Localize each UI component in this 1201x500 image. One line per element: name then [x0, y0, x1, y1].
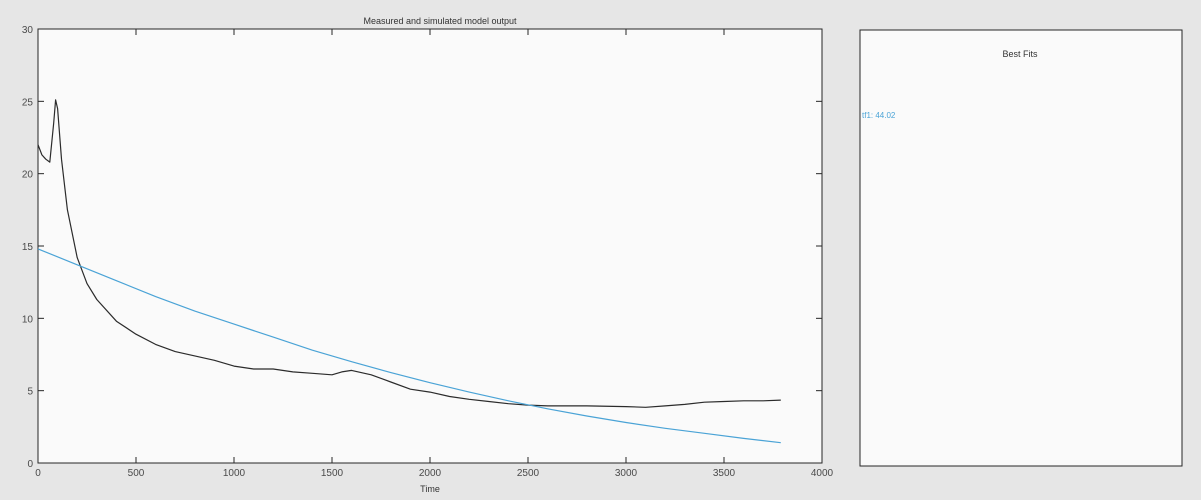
y-axis-ticks: 0 5 10 15 20 25 30: [22, 25, 822, 470]
best-fits-panel: [859, 29, 1183, 467]
y-tick-label: 20: [22, 170, 34, 181]
x-tick-label: 3000: [615, 468, 638, 479]
x-tick-label: 1000: [223, 468, 246, 479]
x-tick-label: 3500: [713, 468, 736, 479]
best-fits-entries: tf1: 44.02: [862, 111, 896, 120]
plot-area: [37, 28, 823, 464]
x-tick-label: 4000: [811, 468, 834, 479]
y-tick-label: 15: [22, 242, 34, 253]
y-tick-label: 30: [22, 25, 34, 36]
chart-title: Measured and simulated model output: [363, 16, 517, 26]
y-tick-label: 10: [22, 314, 34, 325]
series-line-measured: [37, 99, 781, 408]
best-fits-title: Best Fits: [1002, 49, 1038, 59]
x-tick-label: 2500: [517, 468, 540, 479]
series-line-simulated: [37, 248, 781, 444]
y-tick-label: 25: [22, 97, 34, 108]
best-fit-entry: tf1: 44.02: [862, 111, 896, 120]
y-tick-label: 5: [27, 387, 33, 398]
y-tick-label: 0: [27, 459, 33, 470]
x-tick-label: 1500: [321, 468, 344, 479]
x-tick-label: 2000: [419, 468, 442, 479]
x-axis-label: Time: [420, 484, 440, 494]
x-axis-ticks: 0 500 1000 1500 2000 2500 3000 3500 4000: [35, 29, 834, 479]
x-tick-label: 0: [35, 468, 41, 479]
x-tick-label: 500: [128, 468, 145, 479]
series-layer: [37, 99, 781, 444]
